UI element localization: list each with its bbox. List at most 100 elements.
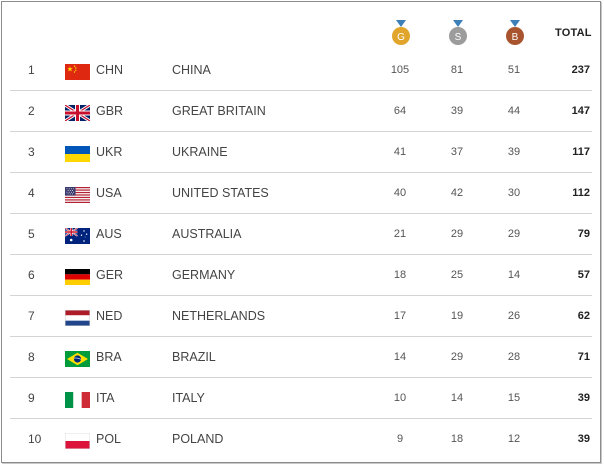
gold-count: 14	[393, 351, 407, 363]
total-count: 71	[577, 351, 590, 363]
silver-count: 39	[450, 105, 464, 117]
australia-flag-icon	[65, 228, 90, 244]
country-code: CHN	[96, 63, 124, 77]
country-code: GBR	[96, 104, 124, 118]
gold-count: 17	[393, 310, 407, 322]
total-count: 39	[577, 433, 590, 445]
germany-flag-icon	[65, 269, 90, 285]
ukraine-flag-icon	[65, 146, 90, 162]
gold-medal-icon: G	[390, 20, 412, 46]
rank: 2	[28, 104, 35, 118]
silver-count: 37	[450, 146, 464, 158]
country-code: GER	[96, 268, 124, 282]
poland-flag-icon	[65, 433, 90, 449]
total-count: 147	[571, 105, 590, 117]
gold-count: 41	[393, 146, 407, 158]
silver-count: 25	[450, 269, 464, 281]
gold-count: 18	[393, 269, 407, 281]
gold-count: 105	[390, 64, 410, 76]
usa-flag-icon	[65, 187, 90, 203]
rank: 4	[28, 186, 35, 200]
total-count: 112	[572, 187, 590, 199]
country-code: UKR	[96, 145, 123, 159]
bronze-count: 12	[507, 433, 521, 445]
silver-count: 42	[450, 187, 464, 199]
table-header: G S B TOTAL	[2, 2, 600, 50]
total-count: 237	[571, 64, 590, 76]
rank: 6	[28, 268, 35, 282]
bronze-medal-letter: B	[512, 32, 519, 43]
rank: 7	[28, 309, 35, 323]
country-name[interactable]: UKRAINE	[172, 145, 228, 159]
bronze-count: 14	[507, 269, 521, 281]
bronze-count: 28	[507, 351, 521, 363]
china-flag-icon	[65, 64, 90, 80]
silver-medal-icon: S	[447, 20, 469, 46]
total-count: 39	[577, 392, 590, 404]
uk-flag-icon	[65, 105, 90, 121]
country-code: BRA	[96, 350, 122, 364]
country-name[interactable]: CHINA	[172, 63, 211, 77]
country-name[interactable]: POLAND	[172, 432, 224, 446]
bronze-count: 39	[507, 146, 521, 158]
rank: 8	[28, 350, 35, 364]
total-count: 79	[577, 228, 590, 240]
table-row[interactable]: 9 ITA ITALY 10 14 15 39	[10, 378, 592, 419]
country-name[interactable]: BRAZIL	[172, 350, 216, 364]
country-code: NED	[96, 309, 123, 323]
rank: 1	[28, 63, 35, 77]
brazil-flag-icon	[65, 351, 90, 367]
country-code: POL	[96, 432, 122, 446]
table-row[interactable]: 1 CHN CHINA 105 81 51 237	[10, 50, 592, 91]
country-name[interactable]: GERMANY	[172, 268, 236, 282]
rank: 5	[28, 227, 35, 241]
gold-count: 40	[393, 187, 407, 199]
country-name[interactable]: ITALY	[172, 391, 205, 405]
silver-count: 14	[450, 392, 464, 404]
rank: 9	[28, 391, 35, 405]
italy-flag-icon	[65, 392, 90, 408]
silver-count: 29	[450, 351, 464, 363]
gold-medal-letter: G	[397, 32, 405, 43]
table-row[interactable]: 10 POL POLAND 9 18 12 39	[10, 419, 592, 459]
netherlands-flag-icon	[65, 310, 90, 326]
country-code: USA	[96, 186, 122, 200]
table-row[interactable]: 6 GER GERMANY 18 25 14 57	[10, 255, 592, 296]
silver-count: 18	[450, 433, 464, 445]
country-name[interactable]: GREAT BRITAIN	[172, 104, 266, 118]
table-row[interactable]: 2 GBR GREAT BRITAIN 64 39 44 147	[10, 91, 592, 132]
table-row[interactable]: 3 UKR UKRAINE 41 37 39 117	[10, 132, 592, 173]
country-name[interactable]: AUSTRALIA	[172, 227, 242, 241]
silver-count: 29	[450, 228, 464, 240]
country-name[interactable]: NETHERLANDS	[172, 309, 266, 323]
silver-count: 81	[450, 64, 464, 76]
table-row[interactable]: 7 NED NETHERLANDS 17 19 26 62	[10, 296, 592, 337]
gold-count: 10	[393, 392, 407, 404]
country-name[interactable]: UNITED STATES	[172, 186, 269, 200]
silver-count: 19	[450, 310, 464, 322]
bronze-count: 44	[507, 105, 521, 117]
table-row[interactable]: 5 AUS AUSTRALIA 21 29 29 79	[10, 214, 592, 255]
total-count: 62	[577, 310, 590, 322]
rank: 10	[28, 432, 42, 446]
silver-medal-letter: S	[455, 32, 462, 43]
bronze-count: 51	[507, 64, 521, 76]
gold-count: 21	[393, 228, 407, 240]
bronze-count: 26	[507, 310, 521, 322]
rank: 3	[28, 145, 35, 159]
country-code: ITA	[96, 391, 115, 405]
bronze-count: 15	[507, 392, 521, 404]
gold-count: 9	[396, 433, 404, 445]
gold-count: 64	[393, 105, 407, 117]
bronze-count: 29	[507, 228, 521, 240]
table-body: 1 CHN CHINA 105 81 51 237 2 GBR GREAT BRITAIN 64 39…	[2, 50, 600, 459]
bronze-count: 30	[507, 187, 521, 199]
table-row[interactable]: 4 USA UNITED STATES 40 42 30 112	[10, 173, 592, 214]
bronze-medal-icon: B	[504, 20, 526, 46]
total-count: 117	[572, 146, 590, 158]
country-code: AUS	[96, 227, 122, 241]
total-column-header: TOTAL	[555, 27, 592, 39]
total-count: 57	[577, 269, 590, 281]
table-row[interactable]: 8 BRA BRAZIL 14 29 28 71	[10, 337, 592, 378]
